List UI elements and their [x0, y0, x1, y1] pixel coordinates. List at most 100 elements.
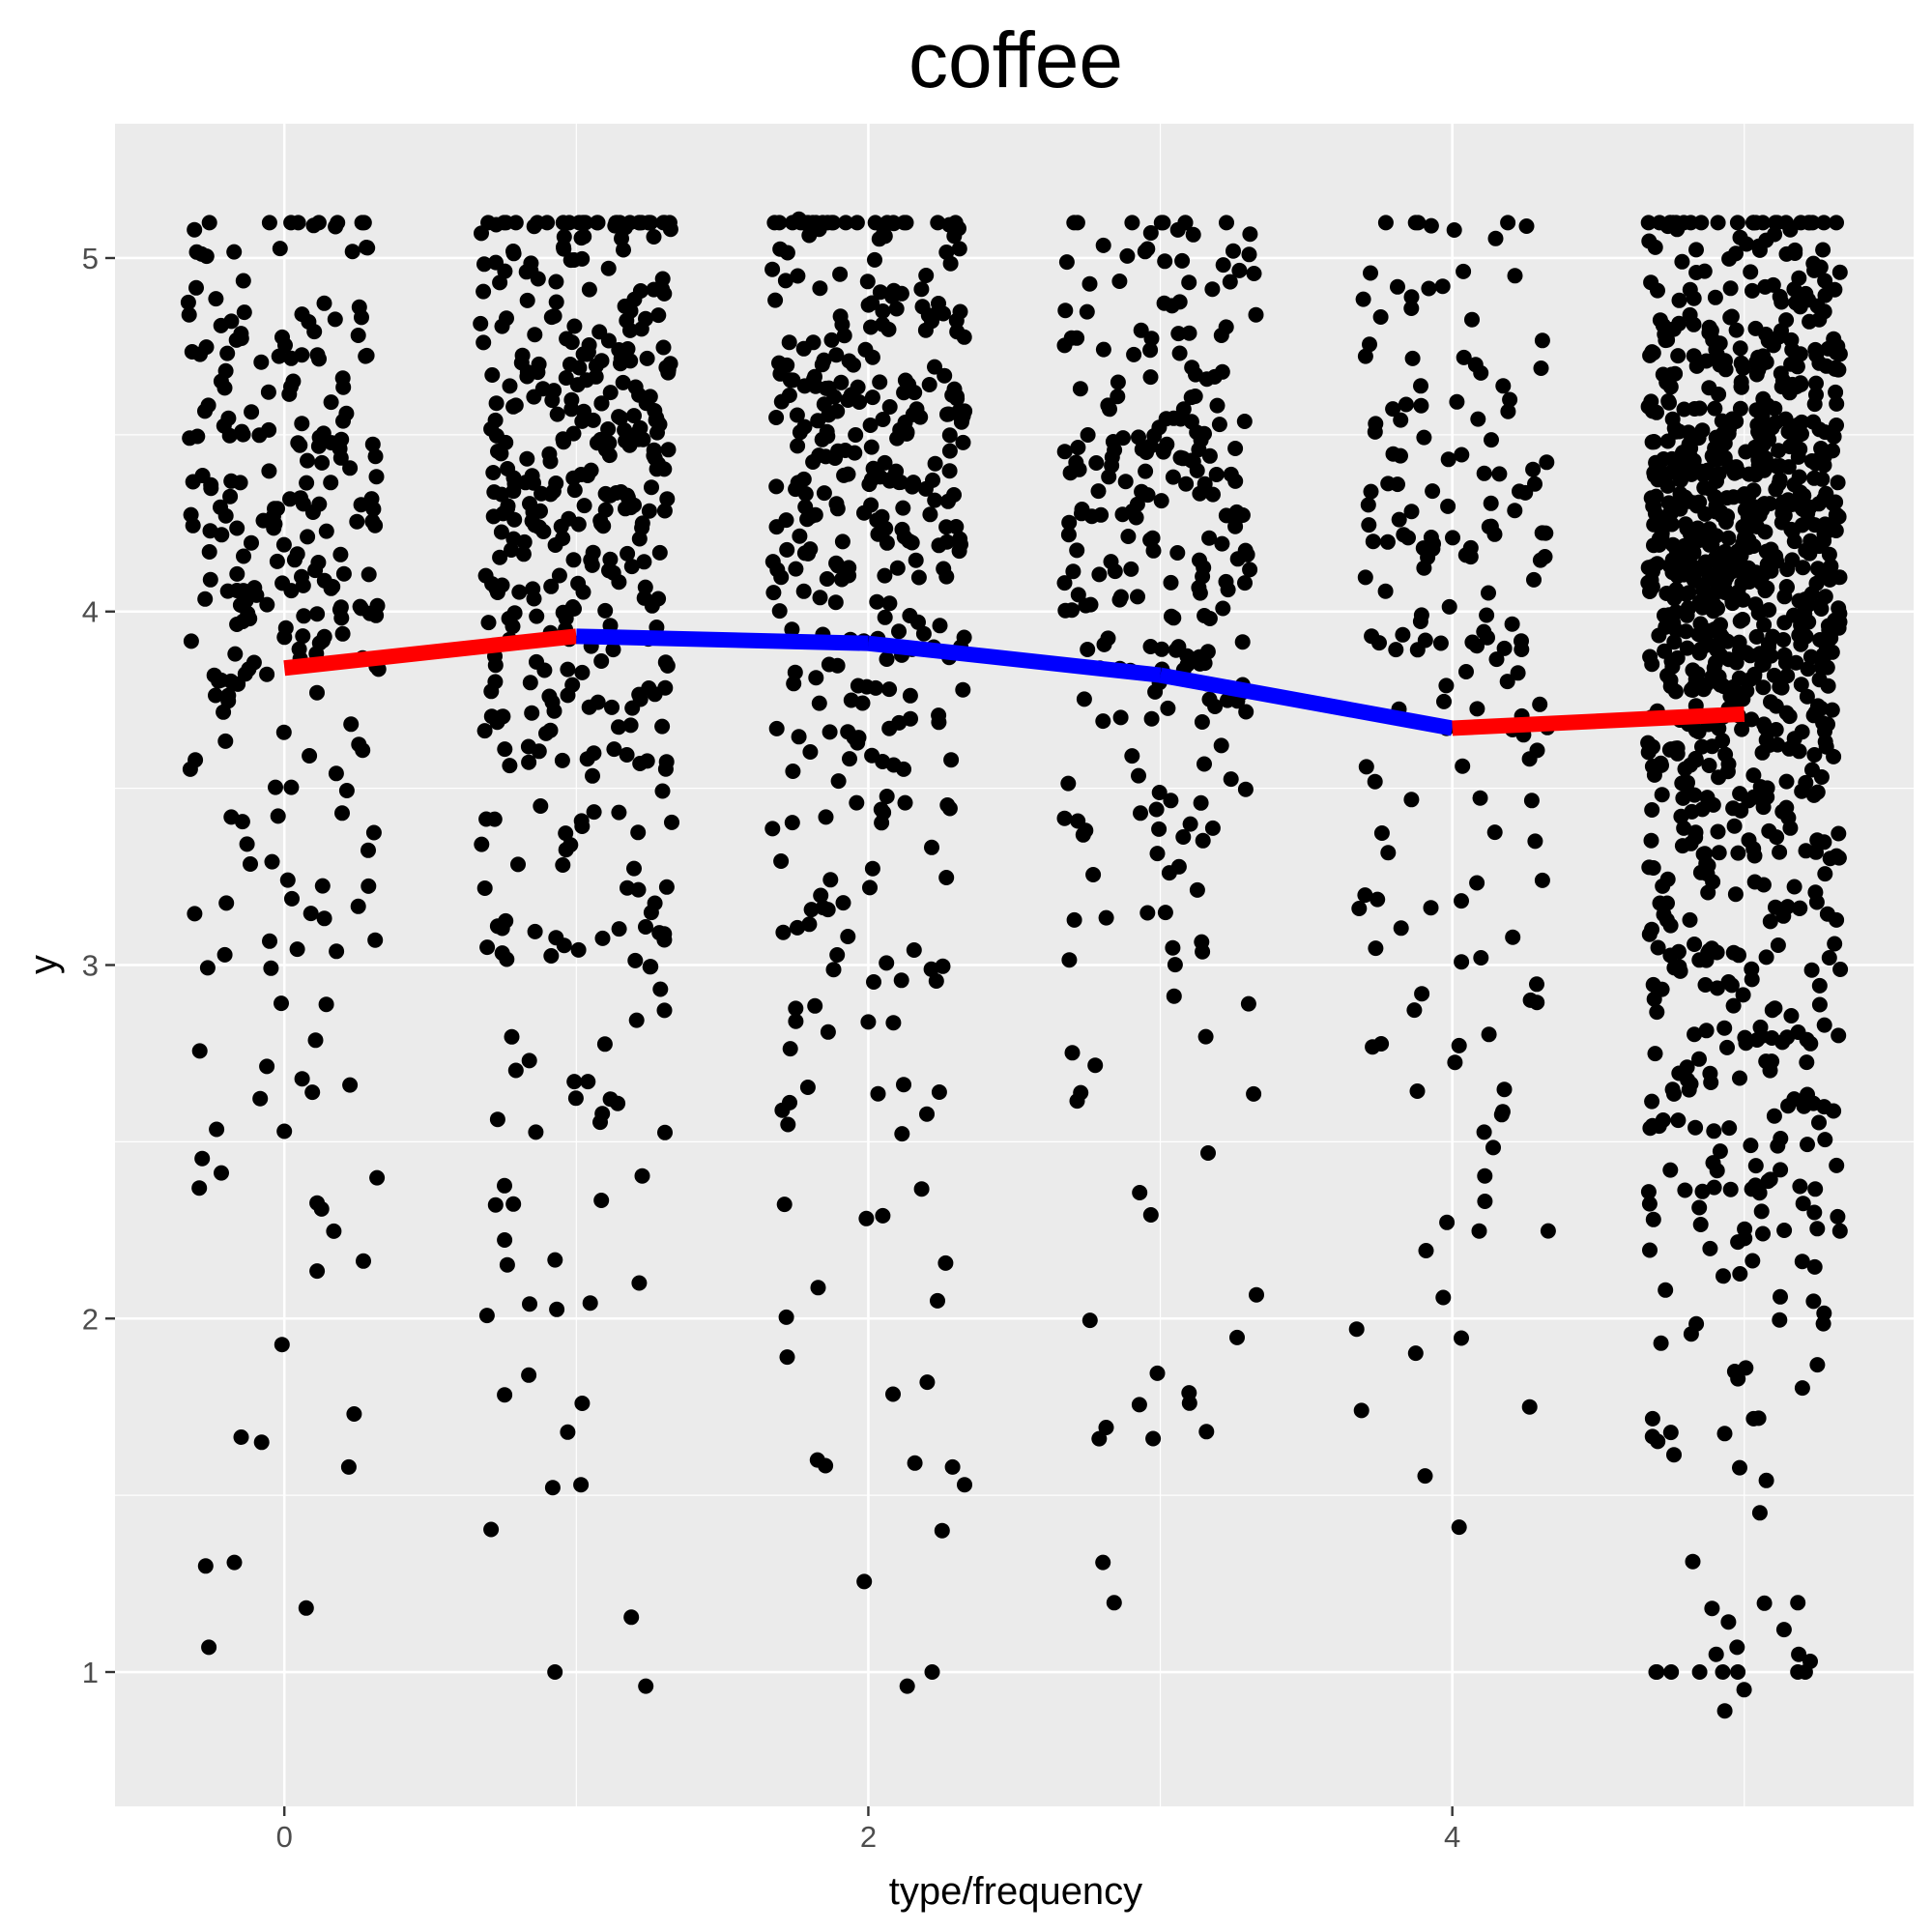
data-point: [1826, 331, 1842, 347]
data-point: [1719, 1039, 1735, 1055]
data-point: [897, 794, 913, 811]
data-point: [771, 603, 788, 620]
data-point: [489, 1111, 505, 1128]
data-point: [1643, 832, 1659, 849]
data-point: [293, 490, 308, 506]
data-point: [1790, 1024, 1806, 1040]
data-point: [1646, 991, 1662, 1007]
data-point: [1722, 280, 1739, 297]
data-point: [492, 274, 508, 291]
data-point: [1654, 757, 1669, 773]
data-point: [244, 534, 259, 551]
data-point: [940, 406, 957, 422]
data-point: [1357, 887, 1373, 904]
data-point: [335, 379, 352, 395]
data-point: [1711, 466, 1727, 481]
data-point: [899, 424, 915, 441]
data-point: [1385, 401, 1401, 418]
data-point: [1751, 1185, 1768, 1201]
data-point: [1379, 533, 1396, 550]
data-point: [1777, 411, 1794, 427]
data-point: [1686, 348, 1702, 364]
data-point: [1816, 215, 1832, 231]
data-point: [1701, 380, 1717, 396]
data-point: [1755, 436, 1772, 452]
data-point: [941, 216, 958, 233]
data-point: [767, 292, 784, 308]
data-point: [1481, 1026, 1497, 1043]
data-point: [1820, 678, 1836, 694]
data-point: [765, 585, 782, 601]
data-point: [1748, 366, 1765, 383]
data-point: [1149, 1365, 1166, 1381]
data-point: [1831, 1027, 1847, 1044]
data-point: [507, 215, 524, 231]
data-point: [1730, 1664, 1746, 1680]
data-point: [1730, 845, 1746, 861]
data-point: [511, 584, 528, 600]
data-point: [201, 1639, 217, 1656]
data-point: [600, 260, 617, 276]
data-point: [1151, 821, 1168, 837]
data-point: [857, 341, 874, 358]
data-point: [262, 933, 277, 949]
data-point: [1642, 649, 1658, 665]
chart-title: coffee: [908, 16, 1123, 104]
data-point: [1709, 642, 1725, 658]
data-point: [660, 364, 677, 381]
data-point: [1755, 348, 1772, 364]
data-point: [1087, 1057, 1104, 1074]
data-point: [1479, 607, 1495, 623]
data-point: [1491, 466, 1508, 482]
data-point: [864, 389, 880, 406]
data-point: [896, 215, 912, 231]
data-point: [1753, 1028, 1770, 1045]
data-point: [560, 1424, 576, 1440]
data-point: [1227, 518, 1244, 534]
data-point: [1527, 833, 1543, 850]
data-point: [874, 508, 890, 525]
data-point: [1780, 1098, 1797, 1114]
data-point: [1782, 820, 1799, 836]
data-point: [1680, 774, 1695, 791]
data-point: [1064, 602, 1080, 619]
data-point: [295, 577, 311, 593]
data-point: [1131, 429, 1146, 446]
data-point: [601, 562, 617, 579]
data-point: [1728, 459, 1745, 476]
data-point: [1207, 699, 1224, 714]
data-point: [580, 468, 595, 483]
data-point: [864, 295, 880, 311]
data-point: [1066, 911, 1082, 928]
data-point: [243, 856, 258, 872]
data-point: [307, 1032, 324, 1049]
data-point: [531, 519, 547, 535]
data-point: [955, 681, 971, 698]
data-point: [1811, 977, 1828, 994]
data-point: [1788, 496, 1804, 512]
data-point: [1762, 736, 1778, 753]
data-point: [1644, 1093, 1660, 1110]
data-point: [1666, 634, 1683, 650]
x-tick-label: 2: [860, 1820, 877, 1854]
data-point: [522, 1296, 537, 1312]
data-point: [1526, 571, 1542, 588]
data-point: [566, 318, 583, 334]
data-point: [316, 910, 332, 927]
data-point: [1469, 875, 1485, 891]
data-point: [1365, 1039, 1381, 1055]
data-point: [1451, 1037, 1467, 1053]
data-point: [223, 809, 240, 825]
data-point: [478, 811, 495, 827]
data-point: [187, 752, 204, 768]
data-point: [208, 291, 224, 307]
data-point: [1650, 939, 1666, 956]
data-point: [1801, 614, 1817, 630]
data-point: [1644, 802, 1660, 818]
data-point: [1685, 1553, 1701, 1570]
data-point: [1770, 937, 1786, 953]
data-point: [872, 374, 888, 390]
data-point: [913, 281, 930, 298]
data-point: [484, 367, 501, 383]
data-point: [562, 357, 578, 372]
